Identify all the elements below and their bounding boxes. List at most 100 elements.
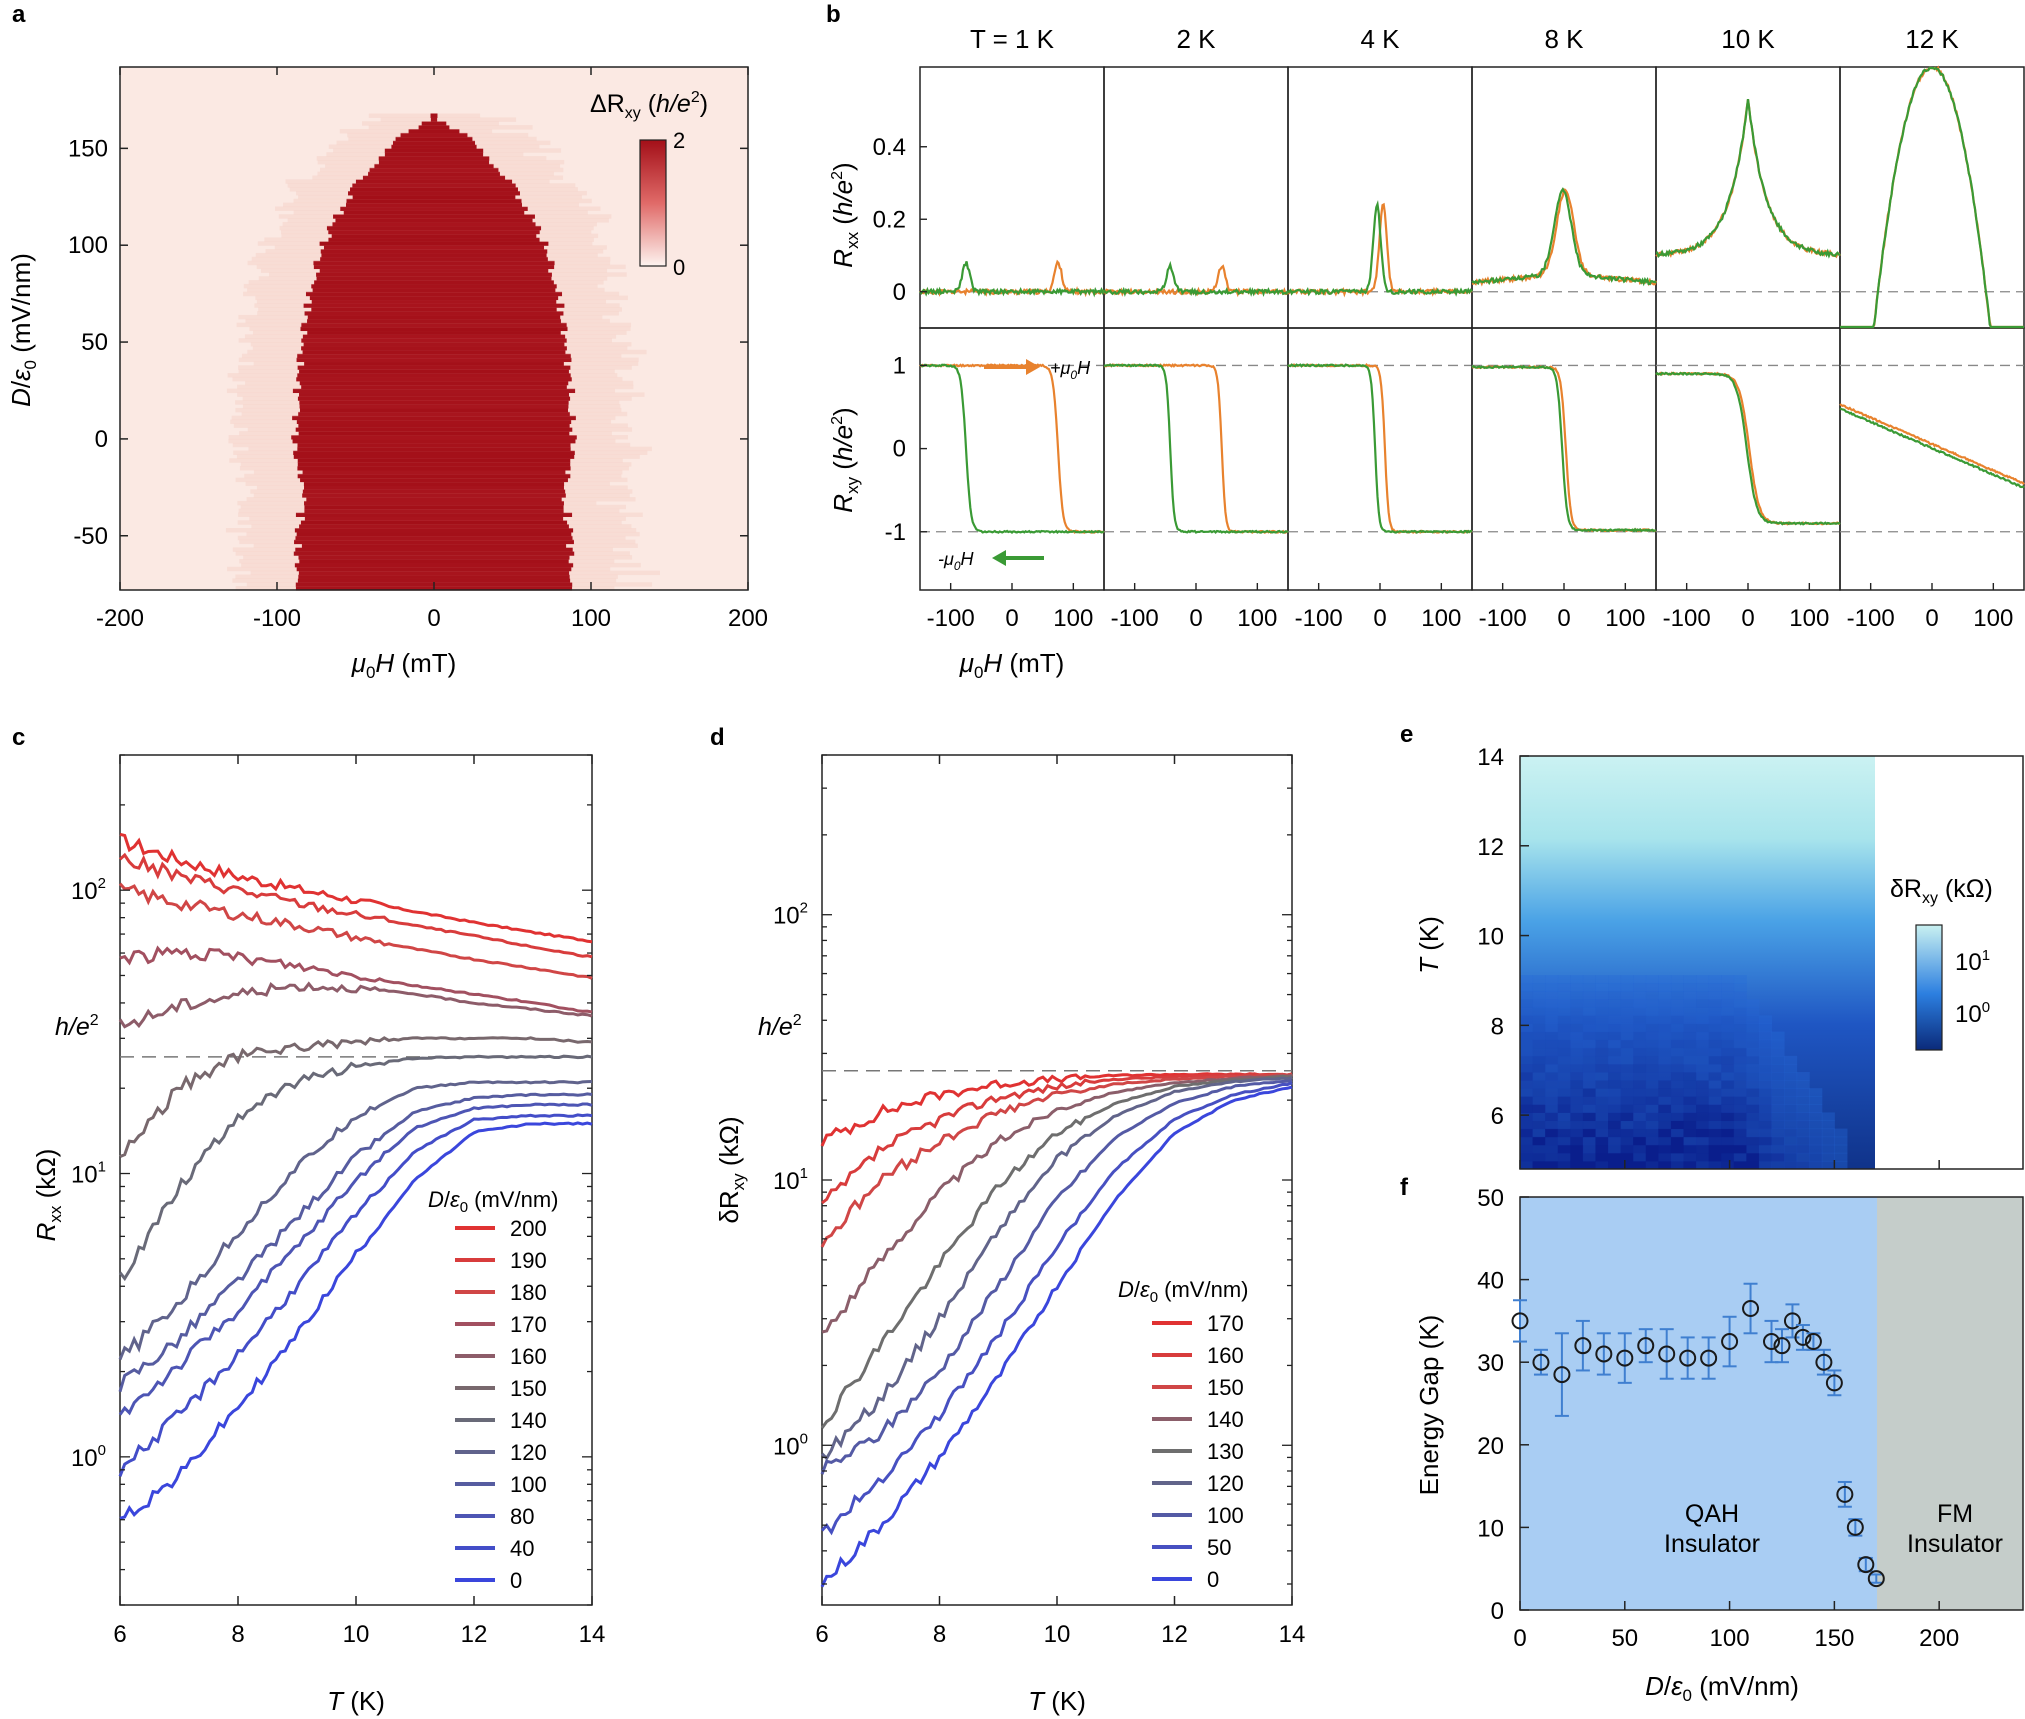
heatmap-e-cell (1545, 1007, 1559, 1016)
heatmap-e-cell (1721, 1144, 1735, 1154)
heatmap-e-cell (1683, 1031, 1697, 1041)
heatmap-e-cell (1746, 1023, 1760, 1033)
heatmap-e-cell (1733, 975, 1747, 984)
panel-label-a: a (12, 1, 26, 28)
heatmap-e-cell (1557, 1055, 1571, 1065)
ytick-label: 101 (773, 1165, 808, 1195)
heatmap-e-cell (1758, 1023, 1772, 1033)
heatmap-a-row (301, 322, 567, 328)
heatmap-a-row (352, 194, 516, 200)
panel-d-xlabel: T (K) (1028, 1686, 1086, 1716)
b-temp-label: 8 K (1544, 24, 1584, 54)
heatmap-a-row (297, 353, 571, 359)
heatmap-e-cell (1784, 1096, 1798, 1105)
panel-d-legend: 170 160 150 140 130 120 100 50 0 (1152, 1311, 1244, 1592)
heatmap-e-cell (1658, 1015, 1672, 1025)
heatmap-e-cell (1721, 1160, 1735, 1169)
curve-140 (821, 1073, 1293, 1334)
heatmap-e-cell (1809, 1144, 1823, 1154)
heatmap-a-row (302, 469, 566, 475)
heatmap-e-cell (1633, 1063, 1647, 1073)
panel-e: 14 12 10 8 6 T (K) δRxy (kΩ) 101 100 (1414, 744, 2024, 1170)
heatmap-e-cell (1532, 1031, 1546, 1041)
heatmap-e-cell (1658, 1120, 1672, 1130)
heatmap-e-cell (1721, 1088, 1735, 1097)
heatmap-e-cell (1796, 1152, 1810, 1162)
heatmap-e-cell (1733, 1039, 1747, 1049)
heatmap-e-cell (1746, 1104, 1760, 1113)
sweep-up-label: +μ0H (1050, 358, 1091, 382)
f-data-point (1721, 1333, 1739, 1351)
heatmap-e-cell (1582, 1047, 1596, 1057)
b-rxx-curve-down (1103, 260, 1290, 298)
heatmap-e-cell (1784, 1120, 1798, 1130)
heatmap-e-cell (1670, 983, 1684, 992)
heatmap-e-cell (1557, 991, 1571, 1000)
f-data-point (1794, 1328, 1812, 1346)
heatmap-a-row (301, 345, 567, 351)
heatmap-e-cell (1633, 1112, 1647, 1122)
heatmap-e-cell (1721, 1104, 1735, 1113)
heatmap-e-cell (1557, 1063, 1571, 1073)
e-ytick-label: 8 (1491, 1013, 1504, 1040)
heatmap-e-cell (1721, 1007, 1735, 1016)
heatmap-e-cell (1557, 1047, 1571, 1057)
heatmap-e-cell (1557, 1072, 1571, 1081)
heatmap-e-cell (1834, 1160, 1848, 1169)
f-ytick-label: 20 (1477, 1433, 1504, 1460)
heatmap-e-cell (1670, 975, 1684, 984)
heatmap-e-cell (1784, 1072, 1798, 1081)
heatmap-a-row (378, 156, 490, 161)
heatmap-a-row (296, 419, 572, 425)
b-temp-label: 2 K (1176, 24, 1216, 54)
heatmap-a-row (320, 256, 548, 262)
heatmap-a-row (430, 117, 438, 122)
legend-label-140: 140 (1207, 1407, 1244, 1432)
heatmap-e-cell (1557, 1096, 1571, 1105)
f-xtick-label: 150 (1814, 1625, 1854, 1652)
heatmap-e-cell (1746, 1072, 1760, 1081)
heatmap-e-cell (1532, 1136, 1546, 1146)
panel-b-xlabel: μ0H (mT) (959, 648, 1065, 682)
heatmap-e-cell (1532, 1152, 1546, 1162)
heatmap-e-cell (1608, 1039, 1622, 1049)
heatmap-e-cell (1595, 983, 1609, 992)
heatmap-e-cell (1658, 1047, 1672, 1057)
b-xtick-label: -100 (1847, 605, 1895, 632)
f-data-point (1867, 1570, 1885, 1588)
heatmap-e-cell (1746, 1080, 1760, 1089)
heatmap-e-cell (1733, 983, 1747, 992)
curve-190 (118, 852, 593, 959)
heatmap-a-row (293, 450, 575, 456)
heatmap-e-cell (1721, 1112, 1735, 1122)
heatmap-e-cell (1582, 1031, 1596, 1041)
heatmap-e-cell (1758, 1072, 1772, 1081)
b-xtick-label: 0 (1373, 605, 1386, 632)
heatmap-e-cell (1582, 983, 1596, 992)
heatmap-e-cell (1633, 1023, 1647, 1033)
heatmap-e-cell (1670, 1072, 1684, 1081)
heatmap-e-cell (1821, 1120, 1835, 1130)
heatmap-e-cell (1645, 1047, 1659, 1057)
heatmap-e-cell (1582, 1039, 1596, 1049)
f-ytick-label: 40 (1477, 1268, 1504, 1295)
heatmap-e-cell (1545, 983, 1559, 992)
heatmap-e-cell (1633, 1152, 1647, 1162)
heatmap-e-cell (1532, 999, 1546, 1008)
heatmap-e-cell (1570, 1080, 1584, 1089)
legend-label-100: 100 (510, 1472, 547, 1497)
heatmap-a-row (333, 214, 535, 219)
heatmap-e-cell (1784, 1104, 1798, 1113)
heatmap-e-cell (1746, 1007, 1760, 1016)
b-xtick-label: 0 (1557, 605, 1570, 632)
heatmap-e-cell (1683, 1136, 1697, 1146)
heatmap-e-cell (1633, 1096, 1647, 1105)
heatmap-a-row (297, 396, 571, 401)
heatmap-a-row (296, 566, 572, 572)
panel-f-fm-label-1: FM (1937, 1500, 1973, 1528)
heatmap-e-cell (1582, 975, 1596, 984)
heatmap-a-row (321, 252, 547, 258)
b-xtick-label: 100 (1237, 605, 1277, 632)
b-subplot-top-frame (1839, 66, 2025, 329)
heatmap-e-cell (1683, 991, 1697, 1000)
